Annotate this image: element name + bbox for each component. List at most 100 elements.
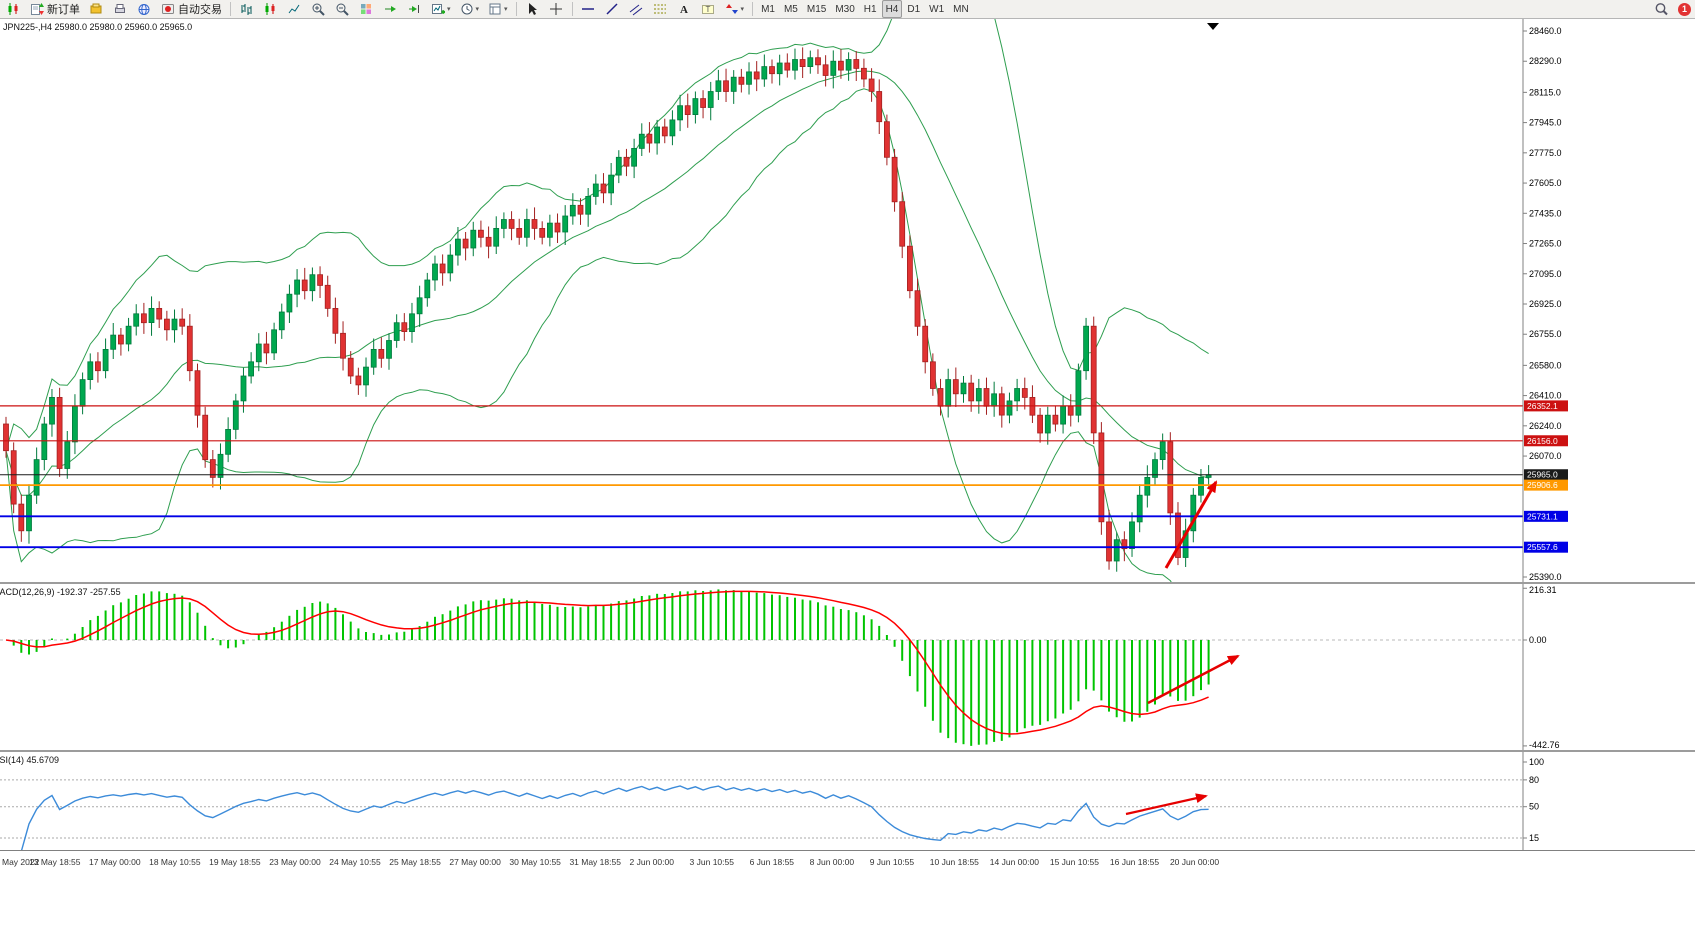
period-dropdown[interactable]: ▾ (456, 0, 484, 18)
notification-badge[interactable]: 1 (1678, 2, 1691, 16)
timeframe-m5[interactable]: M5 (780, 0, 802, 18)
search-icon[interactable] (1650, 0, 1673, 18)
shapes-icon (725, 3, 738, 14)
timeframe-m30[interactable]: M30 (831, 0, 858, 18)
chart-shift-icon[interactable] (403, 0, 426, 18)
time-label: 23 May 00:00 (269, 857, 321, 867)
channel-icon (629, 4, 642, 15)
candles-icon (8, 2, 18, 15)
cursor-icon (528, 2, 537, 15)
new-order-button[interactable]: 新订单 (26, 0, 84, 18)
cursor-icon[interactable] (521, 0, 544, 18)
textA-icon: A (680, 4, 688, 16)
svg-text:25906.6: 25906.6 (1527, 480, 1558, 490)
arrows-dropdown[interactable]: ▾ (721, 0, 749, 18)
main-chart-panel[interactable]: 28460.0 28290.0 28115.0 27945.0 27775.0 27605… (0, 19, 1695, 582)
time-label: 3 Jun 10:55 (689, 857, 734, 867)
svg-text:27095.0: 27095.0 (1529, 269, 1562, 279)
timeframe-mn[interactable]: MN (949, 0, 973, 18)
timeframe-d1[interactable]: D1 (903, 0, 924, 18)
toolbar-separator (571, 2, 573, 16)
panel-separator[interactable] (0, 582, 1695, 584)
trend-arrow[interactable] (1164, 480, 1218, 569)
symbol-ohlc-info: JPN225-,H4 25980.0 25980.0 25960.0 25965… (3, 22, 193, 32)
timeframe-m15-label: M15 (806, 3, 827, 15)
rsi-panel[interactable]: 100 80 50 15 (0, 752, 1695, 850)
timeframe-m1[interactable]: M1 (757, 0, 779, 18)
time-axis[interactable]: May 2022 13 May 18:55 17 May 00:00 18 May 1… (0, 850, 1695, 876)
new-order-button-label: 新订单 (47, 4, 80, 16)
rsi-axis: 100 80 50 15 (1522, 752, 1544, 850)
channel-icon[interactable] (625, 0, 648, 18)
time-label: 2 Jun 00:00 (629, 857, 674, 867)
macd-axis: 216.31 0.00 -442.76 (1522, 584, 1560, 750)
tline-icon (606, 2, 618, 15)
crosshair-icon[interactable] (545, 0, 568, 18)
trendline-icon[interactable] (601, 0, 624, 18)
toolbar-separator (515, 2, 517, 16)
panel-separator[interactable] (0, 750, 1695, 752)
svg-text:27945.0: 27945.0 (1529, 118, 1562, 128)
svg-text:28290.0: 28290.0 (1529, 56, 1562, 66)
toolbar-right: 1 (1650, 0, 1693, 18)
linechart-icon (288, 4, 300, 13)
svg-text:15: 15 (1529, 833, 1539, 843)
svg-text:100: 100 (1529, 757, 1544, 767)
svg-text:26070.0: 26070.0 (1529, 451, 1562, 461)
time-label: 24 May 10:55 (329, 857, 381, 867)
trend-arrow[interactable] (1125, 793, 1208, 816)
horizontal-line-icon[interactable] (577, 0, 600, 18)
timeframe-h1[interactable]: H1 (860, 0, 881, 18)
print-icon[interactable] (109, 0, 132, 18)
shift-icon (409, 4, 419, 13)
timeframe-m1-label: M1 (761, 3, 775, 15)
community-icon[interactable] (133, 0, 156, 18)
svg-text:-442.76: -442.76 (1529, 740, 1560, 750)
rsi-levels (0, 779, 1523, 839)
newchart-icon (432, 3, 445, 14)
tiles-icon (361, 3, 371, 14)
zoomout-icon (336, 3, 349, 16)
time-label: 17 May 00:00 (89, 857, 141, 867)
macd-panel[interactable]: 216.31 0.00 -442.76 (0, 584, 1695, 750)
tile-windows-icon[interactable] (355, 0, 378, 18)
timeframe-m15[interactable]: M15 (803, 0, 830, 18)
time-label: 25 May 18:55 (389, 857, 441, 867)
svg-text:216.31: 216.31 (1529, 585, 1557, 595)
time-label: 20 Jun 00:00 (1169, 857, 1220, 867)
timeframe-h4-label: H4 (885, 3, 899, 15)
chevron-down-icon: ▾ (447, 6, 451, 13)
timeframe-m30-label: M30 (835, 3, 855, 15)
metaeditor-icon[interactable] (85, 0, 108, 18)
timeframe-mn-label: MN (953, 3, 969, 15)
time-label: 14 Jun 00:00 (989, 857, 1039, 867)
zoom-out-icon[interactable] (331, 0, 354, 18)
horizontal-levels[interactable] (0, 405, 1523, 549)
line-chart-icon[interactable] (283, 0, 306, 18)
zoom-in-icon[interactable] (307, 0, 330, 18)
svg-text:26755.0: 26755.0 (1529, 329, 1562, 339)
svg-text:25557.6: 25557.6 (1527, 542, 1558, 552)
indicators-dropdown[interactable]: ▾ (484, 0, 512, 18)
timeframe-h4[interactable]: H4 (881, 0, 903, 18)
text-icon[interactable]: A (673, 0, 696, 18)
bar-chart-icon[interactable] (235, 0, 258, 18)
chart-window-icon[interactable] (2, 0, 25, 18)
svg-text:27605.0: 27605.0 (1529, 178, 1562, 188)
trend-arrow[interactable] (1147, 654, 1240, 705)
timeframe-w1[interactable]: W1 (925, 0, 948, 18)
auto-scroll-icon[interactable] (379, 0, 402, 18)
chart-shift-marker[interactable] (1207, 23, 1219, 30)
chevron-down-icon: ▾ (504, 6, 508, 13)
new-chart-dropdown[interactable]: ▾ (427, 0, 455, 18)
price-marker-label (1524, 469, 1568, 481)
price-marker-label (1524, 541, 1568, 553)
text-label-icon[interactable]: T (697, 0, 720, 18)
candles-icon (265, 2, 275, 15)
zoomin-icon (312, 3, 325, 16)
candlestick-chart-icon[interactable] (259, 0, 282, 18)
fibonacci-icon[interactable] (649, 0, 672, 18)
hline-icon (581, 7, 594, 10)
autotrading-button[interactable]: 自动交易 (157, 0, 226, 18)
toolbar-separator (230, 2, 231, 16)
